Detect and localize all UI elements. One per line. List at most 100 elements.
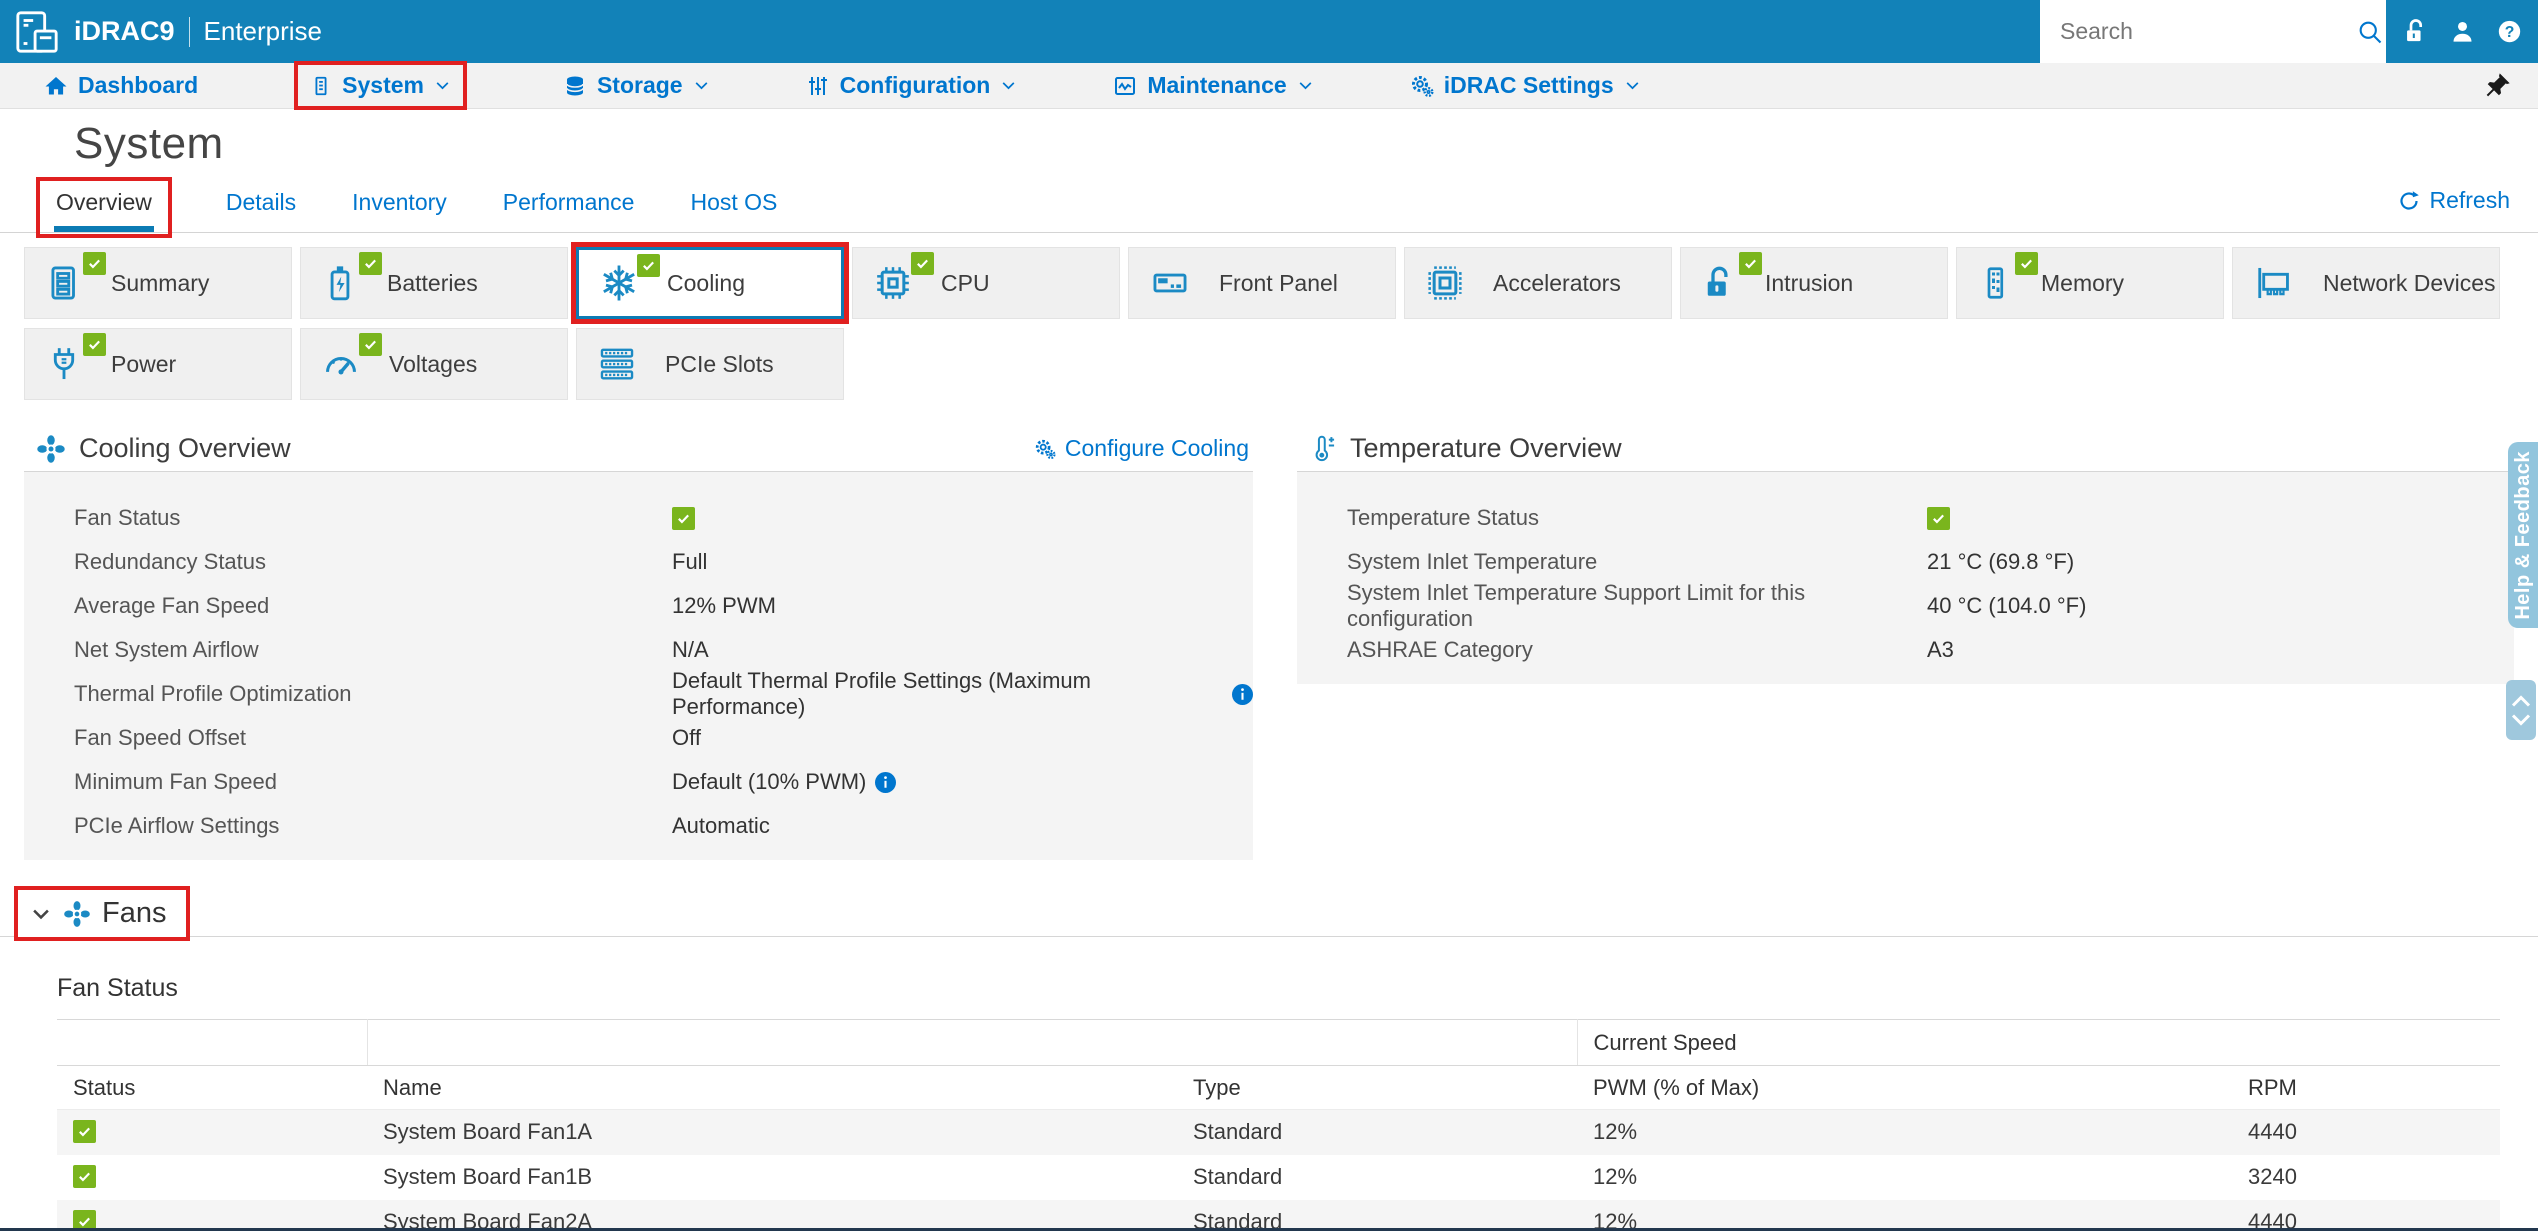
page-title: System: [74, 119, 224, 168]
fans-header-group[interactable]: Fans: [14, 886, 191, 941]
cooling-overview-section: Cooling Overview Configure Cooling Fan S…: [24, 426, 1253, 860]
refresh-button[interactable]: Refresh: [2397, 187, 2510, 214]
info-icon[interactable]: [1232, 683, 1253, 705]
table-row[interactable]: System Board Fan2A Standard 12% 4440: [57, 1199, 2500, 1231]
configure-cooling-link[interactable]: Configure Cooling: [1034, 435, 1253, 462]
table-row[interactable]: System Board Fan1A Standard 12% 4440: [57, 1109, 2500, 1155]
section-title: Temperature Overview: [1350, 433, 1622, 463]
idrac-logo-icon: [14, 9, 60, 55]
memory-dimm-icon: [1977, 264, 2013, 302]
tile-voltages[interactable]: Voltages: [300, 328, 568, 400]
annotation-box-overview: Overview: [36, 177, 172, 238]
brand: iDRAC9 Enterprise: [0, 0, 322, 63]
tile-memory[interactable]: Memory: [1956, 247, 2224, 319]
col-rpm: RPM: [2232, 1065, 2500, 1110]
tab-performance[interactable]: Performance: [502, 189, 635, 215]
cpu-icon: [873, 263, 913, 303]
battery-icon: [321, 264, 359, 302]
tile-summary[interactable]: Summary: [24, 247, 292, 319]
app-header: iDRAC9 Enterprise: [0, 0, 2538, 63]
field-value: Automatic: [672, 813, 770, 838]
table-row[interactable]: System Board Fan1B Standard 12% 3240: [57, 1155, 2500, 1200]
pin-icon[interactable]: [2484, 71, 2512, 99]
nav-label: System: [342, 72, 424, 98]
search-input[interactable]: [2060, 18, 2356, 45]
field-label: Redundancy Status: [74, 549, 267, 574]
chevron-up-icon[interactable]: [2510, 694, 2532, 709]
tile-label: Voltages: [389, 350, 478, 377]
nav-dashboard[interactable]: Dashboard: [44, 72, 198, 99]
user-icon[interactable]: [2449, 18, 2476, 45]
tile-power[interactable]: Power: [24, 328, 292, 400]
search-box: [2040, 0, 2386, 63]
tile-label: PCIe Slots: [665, 350, 774, 377]
nav-storage[interactable]: Storage: [563, 72, 710, 99]
temperature-overview-panel: Temperature Status System Inlet Temperat…: [1297, 472, 2514, 684]
temperature-row: Temperature Status: [1347, 496, 2514, 540]
tile-label: Front Panel: [1219, 269, 1338, 296]
home-icon: [44, 74, 68, 98]
field-label: System Inlet Temperature Support Limit f…: [1347, 580, 1806, 631]
nav-label: Dashboard: [78, 72, 199, 98]
fan-name: System Board Fan1B: [383, 1164, 593, 1189]
tile-label: Intrusion: [1765, 269, 1854, 296]
field-value: Default (10% PWM): [672, 769, 867, 794]
chevron-down-icon: [1000, 77, 1017, 94]
thermometer-icon: [1309, 434, 1337, 464]
tab-overview[interactable]: Overview: [54, 189, 154, 232]
tile-front-panel[interactable]: Front Panel: [1128, 247, 1396, 319]
nav-idrac-settings[interactable]: iDRAC Settings: [1410, 72, 1641, 99]
status-ok-badge: [911, 252, 934, 275]
power-plug-icon: [45, 345, 83, 383]
nav-configuration[interactable]: Configuration: [806, 72, 1018, 99]
status-ok-badge: [73, 1120, 96, 1144]
tile-intrusion[interactable]: Intrusion: [1680, 247, 1948, 319]
gears-icon: [1034, 438, 1056, 460]
tile-accelerators[interactable]: Accelerators: [1404, 247, 1672, 319]
help-feedback-tab[interactable]: Help & Feedback: [2508, 442, 2538, 628]
unlock-icon[interactable]: [2402, 18, 2429, 45]
tile-pcie-slots[interactable]: PCIe Slots: [576, 328, 844, 400]
tile-cpu[interactable]: CPU: [852, 247, 1120, 319]
group-header-current-speed: Current Speed: [1577, 1019, 2500, 1066]
fan-name: System Board Fan2A: [383, 1209, 593, 1231]
tile-label: Power: [111, 350, 177, 377]
chevron-down-icon[interactable]: [30, 903, 52, 925]
search-icon[interactable]: [2356, 18, 2384, 46]
col-name: Name: [367, 1065, 1177, 1110]
open-lock-icon: [1701, 264, 1737, 302]
network-card-icon: [2253, 264, 2295, 302]
info-icon[interactable]: [875, 771, 897, 793]
field-value: 12% PWM: [672, 593, 776, 618]
nav-label: Configuration: [839, 72, 991, 98]
fan-status-table: Current Speed Status Name Type PWM (% of…: [57, 1019, 2500, 1231]
field-value: 21 °C (69.8 °F): [1927, 549, 2075, 574]
tile-batteries[interactable]: Batteries: [300, 247, 568, 319]
component-tiles: Summary Batteries Cooling: [24, 242, 2514, 400]
nav-label: iDRAC Settings: [1443, 72, 1614, 98]
field-label: Minimum Fan Speed: [74, 769, 277, 794]
tile-cooling[interactable]: Cooling: [571, 242, 849, 324]
status-ok-badge: [83, 333, 106, 356]
status-ok-badge: [637, 254, 660, 277]
status-ok-badge: [359, 252, 382, 275]
storage-icon: [563, 74, 587, 98]
tab-details[interactable]: Details: [225, 189, 297, 215]
tab-host-os[interactable]: Host OS: [690, 189, 778, 215]
cooling-row: Fan Status: [74, 496, 1253, 540]
nav-label: Storage: [596, 72, 683, 98]
fan-icon: [36, 434, 66, 464]
status-ok-badge: [73, 1210, 96, 1231]
chevron-down-icon[interactable]: [2510, 712, 2532, 727]
help-icon[interactable]: ?: [2496, 18, 2523, 45]
tile-network-devices[interactable]: Network Devices: [2232, 247, 2500, 319]
scroll-widget[interactable]: [2506, 680, 2536, 740]
tab-inventory[interactable]: Inventory: [352, 189, 447, 215]
nav-system[interactable]: System: [294, 61, 467, 110]
fan-pwm: 12%: [1593, 1164, 1638, 1189]
help-feedback-label: Help & Feedback: [2511, 450, 2534, 620]
configure-cooling-label: Configure Cooling: [1064, 435, 1249, 461]
field-label: Average Fan Speed: [74, 593, 270, 618]
field-value: Default Thermal Profile Settings (Maximu…: [672, 668, 1091, 719]
nav-maintenance[interactable]: Maintenance: [1113, 72, 1313, 99]
